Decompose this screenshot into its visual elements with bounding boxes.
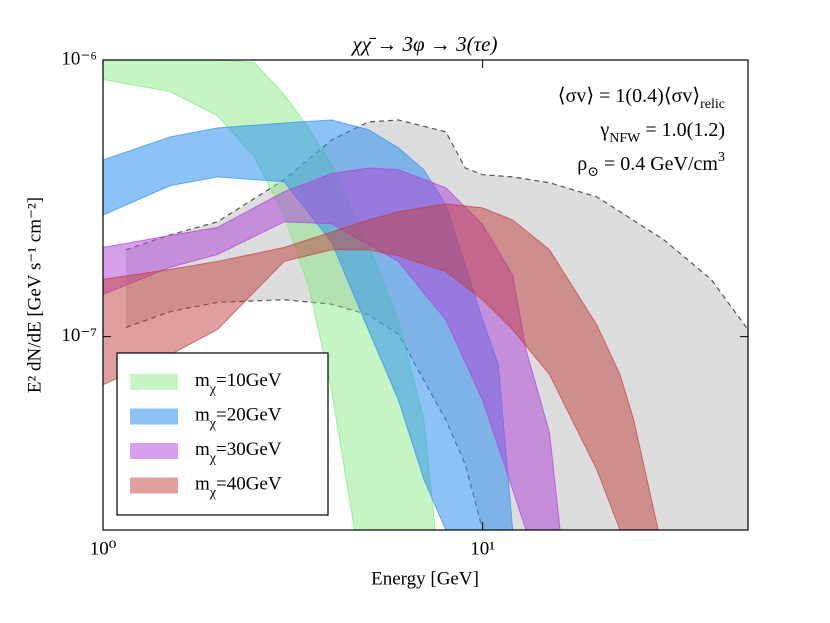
legend-label: mχ=10GeV <box>195 370 282 396</box>
text-part: ρ <box>577 153 587 175</box>
text-part: χ <box>209 416 217 431</box>
y-tick-label: 10⁻⁷ <box>61 325 97 346</box>
x-axis-label: Energy [GeV] <box>371 568 479 589</box>
text-part: γ <box>599 119 609 141</box>
text-part: χ <box>209 485 217 500</box>
legend-swatch <box>130 374 178 390</box>
text-part: m <box>195 405 210 426</box>
text-part: =10GeV <box>216 370 282 391</box>
legend-label: mχ=40GeV <box>195 474 282 500</box>
annotation: ρ⊙ = 0.4 GeV/cm3 <box>577 150 725 180</box>
band-edge <box>103 167 561 530</box>
band-edge <box>103 249 621 530</box>
text-part: χ <box>209 451 217 466</box>
text-part: =20GeV <box>216 405 282 426</box>
text-part: ⟨σv⟩ = 1(0.4)⟨σv⟩ <box>558 85 700 107</box>
text-part: =40GeV <box>216 474 282 495</box>
text-part: m <box>195 439 210 460</box>
y-axis-label: E² dN/dE [GeV s⁻¹ cm⁻²] <box>24 197 45 393</box>
text-part: =30GeV <box>216 439 282 460</box>
legend-swatch <box>130 477 178 494</box>
x-tick-label: 10¹ <box>470 538 495 559</box>
text-part: ⊙ <box>587 165 599 180</box>
text-part: m <box>195 474 210 495</box>
y-tick-label: 10⁻⁶ <box>61 48 97 69</box>
text-part: relic <box>700 97 725 112</box>
text-part: = 1.0(1.2) <box>640 119 725 141</box>
plot-area <box>103 60 748 530</box>
band-edge <box>103 203 659 530</box>
text-part: = 0.4 GeV/cm <box>599 153 718 175</box>
legend-swatch <box>130 443 178 459</box>
legend-label: mχ=30GeV <box>195 439 282 465</box>
legend-swatch <box>130 408 178 425</box>
text-part: m <box>195 370 210 391</box>
band-fill <box>103 60 436 530</box>
annotation: γNFW = 1.0(1.2) <box>599 119 725 146</box>
legend-label: mχ=20GeV <box>195 405 282 431</box>
chart-title: χχ̄ → 3φ → 3(τe) <box>351 32 498 56</box>
text-part: χ <box>209 382 217 397</box>
band-fill <box>103 203 659 530</box>
x-tick-label: 10⁰ <box>90 538 117 559</box>
text-part: 3 <box>718 150 725 165</box>
text-part: NFW <box>609 131 641 146</box>
plot-frame <box>102 59 749 531</box>
annotation: ⟨σv⟩ = 1(0.4)⟨σv⟩relic <box>558 85 725 112</box>
